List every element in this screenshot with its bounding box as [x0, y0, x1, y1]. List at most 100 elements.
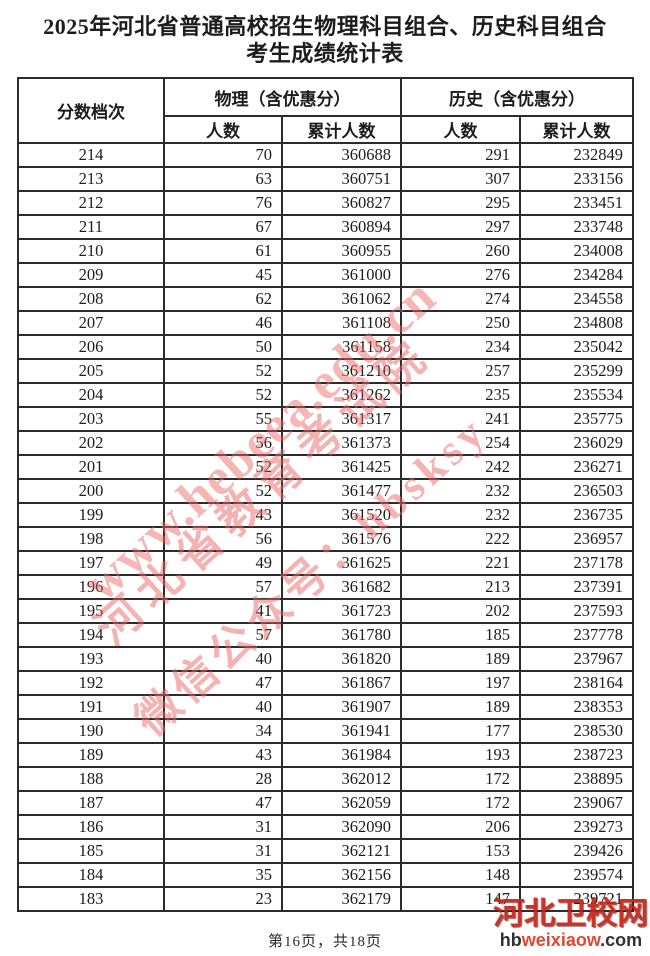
score-cell: 190 — [17, 718, 165, 744]
history-count-cell: 213 — [400, 574, 521, 600]
history-cumulative-cell: 234808 — [519, 310, 634, 336]
table-row: 197 49 361625 221 237178 — [17, 550, 634, 576]
physics-count-cell: 52 — [163, 358, 283, 384]
physics-count-cell: 41 — [163, 598, 283, 624]
physics-count-cell: 47 — [163, 790, 283, 816]
table-row: 189 43 361984 193 238723 — [17, 742, 634, 768]
physics-count-cell: 46 — [163, 310, 283, 336]
history-cumulative-cell: 234284 — [519, 262, 634, 288]
score-cell: 202 — [17, 430, 165, 456]
history-count-cell: 257 — [400, 358, 521, 384]
history-cumulative-cell: 239574 — [519, 862, 634, 888]
table-row: 193 40 361820 189 237967 — [17, 646, 634, 672]
table-row: 184 35 362156 148 239574 — [17, 862, 634, 888]
score-cell: 204 — [17, 382, 165, 408]
history-cumulative-cell: 234558 — [519, 286, 634, 312]
physics-cumulative-cell: 361210 — [281, 358, 402, 384]
physics-cumulative-cell: 361425 — [281, 454, 402, 480]
physics-count-cell: 57 — [163, 574, 283, 600]
score-cell: 194 — [17, 622, 165, 648]
physics-cumulative-cell: 361780 — [281, 622, 402, 648]
history-cumulative-cell: 235042 — [519, 334, 634, 360]
table-header: 分数档次 物理（含优惠分） 历史（含优惠分） 人数 累计人数 人数 累计人数 — [17, 77, 634, 144]
history-count-cell: 250 — [400, 310, 521, 336]
physics-count-cell: 57 — [163, 622, 283, 648]
physics-cumulative-cell: 361576 — [281, 526, 402, 552]
physics-count-cell: 52 — [163, 382, 283, 408]
physics-cumulative-cell: 361477 — [281, 478, 402, 504]
score-cell: 200 — [17, 478, 165, 504]
physics-count-cell: 61 — [163, 238, 283, 264]
score-cell: 196 — [17, 574, 165, 600]
history-cumulative-cell: 238723 — [519, 742, 634, 768]
score-cell: 187 — [17, 790, 165, 816]
table-row: 187 47 362059 172 239067 — [17, 790, 634, 816]
score-cell: 191 — [17, 694, 165, 720]
physics-count-cell: 43 — [163, 502, 283, 528]
physics-count-cell: 31 — [163, 814, 283, 840]
page-number-footer: 第16页，共18页 — [267, 934, 382, 950]
history-cumulative-cell: 238164 — [519, 670, 634, 696]
history-cumulative-cell: 237778 — [519, 622, 634, 648]
history-count-cell: 221 — [400, 550, 521, 576]
history-cumulative-cell: 236029 — [519, 430, 634, 456]
table-row: 198 56 361576 222 236957 — [17, 526, 634, 552]
history-cumulative-cell: 235534 — [519, 382, 634, 408]
history-count-cell: 260 — [400, 238, 521, 264]
physics-count-cell: 50 — [163, 334, 283, 360]
table-row: 207 46 361108 250 234808 — [17, 310, 634, 336]
history-cumulative-cell: 237967 — [519, 646, 634, 672]
site-logo: 河北卫校网 hbweixiaow.com — [493, 897, 649, 950]
history-cumulative-cell: 233748 — [519, 214, 634, 240]
history-count-cell: 189 — [400, 694, 521, 720]
physics-count-cell: 70 — [163, 142, 283, 168]
table-row: 183 23 362179 147 239721 — [17, 886, 634, 912]
history-cumulative-cell: 239067 — [519, 790, 634, 816]
page-title-line1: 2025年河北省普通高校招生物理科目组合、历史科目组合 — [43, 14, 607, 39]
header-physics-group: 物理（含优惠分） — [163, 77, 402, 117]
table-row: 199 43 361520 232 236735 — [17, 502, 634, 528]
score-cell: 201 — [17, 454, 165, 480]
page-title-line2: 考生成绩统计表 — [246, 41, 404, 66]
physics-cumulative-cell: 361682 — [281, 574, 402, 600]
physics-cumulative-cell: 360955 — [281, 238, 402, 264]
header-physics-cumulative: 累计人数 — [281, 115, 402, 144]
table-row: 214 70 360688 291 232849 — [17, 142, 634, 168]
history-cumulative-cell: 232849 — [519, 142, 634, 168]
domain-prefix: hb — [499, 930, 522, 950]
table-row: 201 52 361425 242 236271 — [17, 454, 634, 480]
domain-highlight: weixiaow — [521, 930, 601, 950]
table-row: 210 61 360955 260 234008 — [17, 238, 634, 264]
physics-cumulative-cell: 361520 — [281, 502, 402, 528]
physics-cumulative-cell: 361262 — [281, 382, 402, 408]
physics-count-cell: 52 — [163, 454, 283, 480]
history-cumulative-cell: 238530 — [519, 718, 634, 744]
physics-cumulative-cell: 362090 — [281, 814, 402, 840]
page-title: 2025年河北省普通高校招生物理科目组合、历史科目组合 考生成绩统计表 — [0, 13, 650, 67]
physics-cumulative-cell: 360688 — [281, 142, 402, 168]
history-count-cell: 172 — [400, 766, 521, 792]
history-count-cell: 197 — [400, 670, 521, 696]
history-count-cell: 148 — [400, 862, 521, 888]
history-cumulative-cell: 233156 — [519, 166, 634, 192]
history-count-cell: 274 — [400, 286, 521, 312]
table-row: 213 63 360751 307 233156 — [17, 166, 634, 192]
physics-count-cell: 40 — [163, 694, 283, 720]
score-cell: 186 — [17, 814, 165, 840]
header-sub-row: 人数 累计人数 人数 累计人数 — [18, 115, 634, 144]
score-cell: 207 — [17, 310, 165, 336]
table-row: 202 56 361373 254 236029 — [17, 430, 634, 456]
header-history-group: 历史（含优惠分） — [400, 77, 634, 117]
history-count-cell: 153 — [400, 838, 521, 864]
physics-count-cell: 45 — [163, 262, 283, 288]
physics-cumulative-cell: 361062 — [281, 286, 402, 312]
history-cumulative-cell: 234008 — [519, 238, 634, 264]
table-row: 195 41 361723 202 237593 — [17, 598, 634, 624]
physics-count-cell: 31 — [163, 838, 283, 864]
history-count-cell: 193 — [400, 742, 521, 768]
physics-cumulative-cell: 362059 — [281, 790, 402, 816]
table-row: 206 50 361158 234 235042 — [17, 334, 634, 360]
physics-count-cell: 43 — [163, 742, 283, 768]
history-count-cell: 254 — [400, 430, 521, 456]
history-count-cell: 295 — [400, 190, 521, 216]
